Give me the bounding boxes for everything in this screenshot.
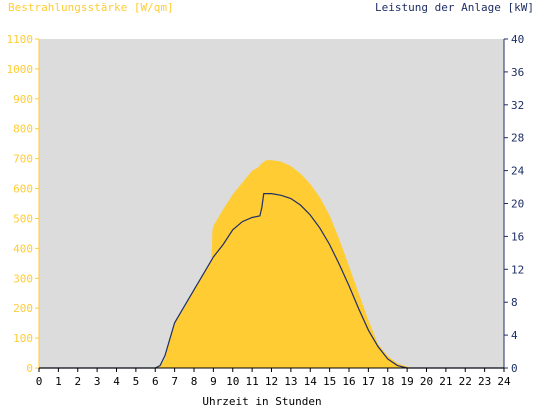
x-tick-label: 5: [133, 375, 140, 388]
x-tick-label: 14: [304, 375, 318, 388]
x-tick-label: 24: [497, 375, 511, 388]
x-tick-label: 0: [36, 375, 43, 388]
x-tick-label: 11: [246, 375, 259, 388]
right-tick-label: 12: [511, 263, 524, 276]
left-tick-label: 0: [26, 362, 33, 375]
left-tick-label: 500: [13, 212, 33, 225]
left-tick-label: 600: [13, 183, 33, 196]
right-tick-label: 16: [511, 230, 524, 243]
left-tick-label: 800: [13, 123, 33, 136]
right-tick-labels: 0 4 8 12 16 20 24 28 32 36 40: [511, 33, 525, 375]
left-tick-label: 1100: [7, 33, 34, 46]
right-axis-title: Leistung der Anlage [kW]: [375, 1, 534, 14]
x-tick-label: 12: [265, 375, 278, 388]
left-tick-label: 100: [13, 332, 33, 345]
left-tick-label: 900: [13, 93, 33, 106]
x-tick-label: 8: [191, 375, 198, 388]
x-tick-label: 20: [420, 375, 433, 388]
right-tick-label: 28: [511, 132, 524, 145]
right-tick-label: 36: [511, 66, 524, 79]
right-tick-label: 0: [511, 362, 518, 375]
left-tick-label: 700: [13, 153, 33, 166]
x-tick-label: 18: [381, 375, 394, 388]
x-axis-label: Uhrzeit in Stunden: [202, 395, 321, 408]
right-tick-label: 40: [511, 33, 524, 46]
x-tick-label: 4: [113, 375, 120, 388]
x-tick-label: 15: [323, 375, 336, 388]
power-line: [39, 193, 504, 369]
x-tick-label: 21: [439, 375, 452, 388]
right-tick-label: 8: [511, 296, 518, 309]
left-tick-label: 400: [13, 242, 33, 255]
x-tick-label: 9: [210, 375, 217, 388]
x-tick-label: 23: [478, 375, 491, 388]
irradiance-area-layer: [39, 160, 504, 368]
left-tick-label: 200: [13, 302, 33, 315]
x-tick-label: 19: [401, 375, 414, 388]
power-line-layer: [39, 193, 504, 369]
right-tick-label: 4: [511, 329, 518, 342]
x-tick-labels: 0 1 2 3 4 5 6 7 8 9 10 11 12 13 14 15 16 17 18 19 20 21 22 23 24: [36, 375, 511, 388]
left-axis-title: Bestrahlungsstärke [W/qm]: [8, 1, 174, 14]
x-tick-label: 3: [94, 375, 101, 388]
left-tick-label: 1000: [7, 63, 34, 76]
x-tick-label: 10: [226, 375, 239, 388]
x-tick-label: 2: [74, 375, 81, 388]
axes-layer: [35, 38, 508, 372]
right-tick-label: 20: [511, 198, 524, 211]
x-tick-label: 7: [171, 375, 178, 388]
x-tick-label: 16: [342, 375, 355, 388]
left-tick-label: 300: [13, 272, 33, 285]
right-tick-label: 32: [511, 99, 524, 112]
x-tick-label: 1: [55, 375, 62, 388]
x-tick-label: 13: [284, 375, 297, 388]
x-tick-label: 22: [459, 375, 472, 388]
x-tick-label: 6: [152, 375, 159, 388]
irradiance-area: [39, 160, 504, 368]
left-tick-labels: 0 100 200 300 400 500 600 700 800 900 1000 1100: [7, 33, 34, 375]
right-tick-label: 24: [511, 165, 525, 178]
x-tick-label: 17: [362, 375, 375, 388]
